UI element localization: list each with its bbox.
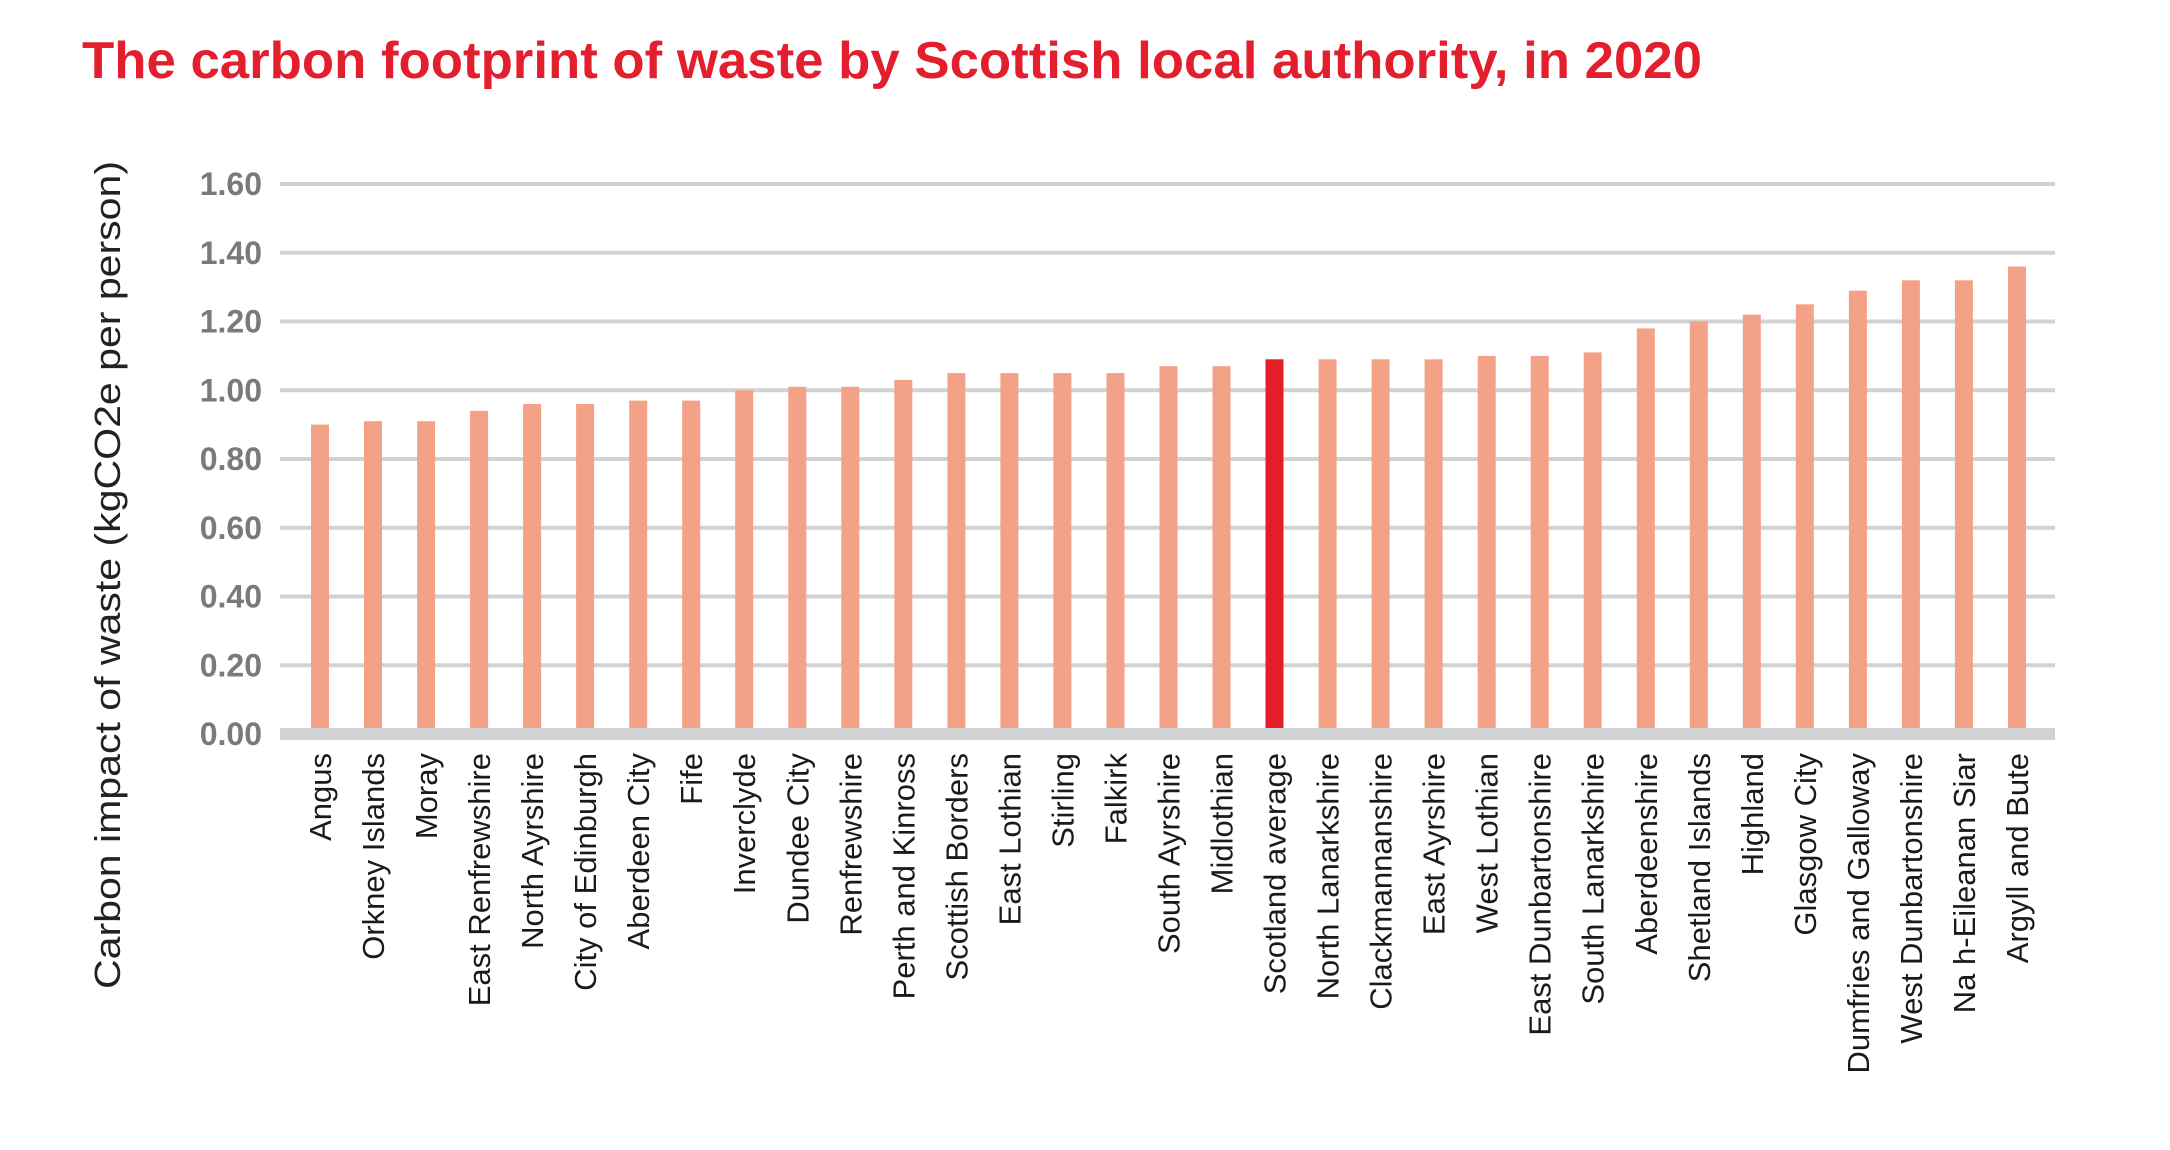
x-tick-label: Scotland average [1258, 753, 1293, 994]
y-tick-label: 0.80 [200, 441, 262, 477]
x-tick-label: Aberdeenshire [1629, 753, 1664, 955]
x-tick-label: Scottish Borders [939, 753, 974, 980]
gridline [280, 319, 2055, 324]
x-tick-label: West Lothian [1470, 753, 1505, 933]
gridline [280, 182, 2055, 186]
y-tick-label: 1.00 [200, 372, 262, 408]
bar [470, 410, 489, 728]
bar [364, 421, 382, 728]
x-tick-label: North Ayrshire [515, 753, 550, 949]
x-tick-label: Na h-Eileanan Siar [1947, 753, 1982, 1013]
y-tick-label: 0.20 [200, 647, 262, 683]
x-tick-label: Angus [303, 753, 338, 841]
bar [1848, 290, 1867, 728]
x-tick-label: Argyll and Bute [2000, 753, 2035, 963]
x-tick-label: Dundee City [780, 753, 815, 924]
x-axis-ticks: Angus Orkney Islands Moray East Renfrewshir… [303, 753, 2035, 1074]
bar [894, 379, 913, 728]
bar [1477, 355, 1496, 728]
x-tick-label: South Lanarkshire [1576, 753, 1611, 1005]
x-tick-label: Perth and Kinross [886, 753, 921, 999]
x-tick-label: Renfrewshire [833, 753, 868, 936]
x-tick-label: Clackmannanshire [1364, 753, 1399, 1010]
x-tick-label: East Ayrshire [1417, 753, 1452, 935]
x-tick-label: South Ayrshire [1152, 753, 1187, 954]
bar [1371, 359, 1390, 728]
y-tick-label: 0.00 [200, 716, 262, 752]
x-tick-label: Moray [409, 753, 444, 840]
x-tick-label: Midlothian [1205, 753, 1240, 894]
gridline [280, 250, 2055, 255]
x-tick-label: Highland [1735, 753, 1770, 875]
x-tick-label: Inverclyde [727, 753, 762, 894]
bar [1795, 304, 1814, 728]
x-tick-label: Stirling [1045, 753, 1080, 848]
bar [523, 404, 542, 728]
x-tick-label: East Lothian [992, 753, 1027, 925]
x-tick-label: Orkney Islands [356, 753, 391, 960]
y-tick-label: 0.60 [200, 510, 262, 546]
y-tick-label: 1.20 [200, 304, 262, 340]
bar [417, 421, 436, 728]
bar [1424, 359, 1443, 728]
bar [2008, 266, 2026, 728]
x-tick-label: Fife [674, 753, 709, 805]
bar [1053, 373, 1072, 728]
x-tick-label: Dumfries and Galloway [1841, 753, 1876, 1074]
x-axis-line [280, 728, 2055, 740]
bar [1318, 359, 1337, 728]
chart-title: The carbon footprint of waste by Scottis… [82, 32, 1702, 90]
bar [629, 400, 648, 728]
x-tick-label: Shetland Islands [1682, 753, 1717, 982]
bar [1106, 373, 1125, 728]
x-tick-label: East Renfrewshire [462, 753, 497, 1006]
bar [841, 386, 860, 728]
bar [1636, 328, 1655, 728]
bar [1530, 355, 1549, 728]
y-axis-title: Carbon impact of waste (kgCO2e per perso… [87, 161, 128, 989]
y-axis-ticks: 0.00 0.20 0.40 0.60 0.80 1.00 1.20 1.40 1.60 [200, 166, 262, 752]
bar [1742, 314, 1761, 728]
x-tick-label: Falkirk [1099, 753, 1134, 845]
bar [1000, 373, 1019, 728]
bar [1583, 352, 1602, 728]
bar [735, 390, 754, 729]
bar [1901, 280, 1920, 729]
bar [1159, 366, 1178, 728]
y-tick-label: 0.40 [200, 579, 262, 615]
x-tick-label: East Dunbartonshire [1523, 753, 1558, 1036]
y-tick-label: 1.60 [200, 166, 262, 202]
bar [682, 400, 701, 728]
bar [1954, 280, 1973, 729]
bar [576, 404, 595, 728]
x-tick-label: North Lanarkshire [1311, 753, 1346, 999]
bar [947, 373, 966, 728]
bar [1689, 321, 1708, 728]
x-tick-label: Glasgow City [1788, 753, 1823, 936]
bars [311, 266, 2026, 729]
x-tick-label: Aberdeen City [621, 753, 656, 950]
x-tick-label: City of Edinburgh [568, 753, 603, 991]
bar [311, 424, 329, 728]
x-tick-label: West Dunbartonshire [1894, 753, 1929, 1044]
bar-highlight [1265, 359, 1284, 728]
bar [788, 386, 807, 728]
y-tick-label: 1.40 [200, 235, 262, 271]
bar [1212, 366, 1231, 728]
